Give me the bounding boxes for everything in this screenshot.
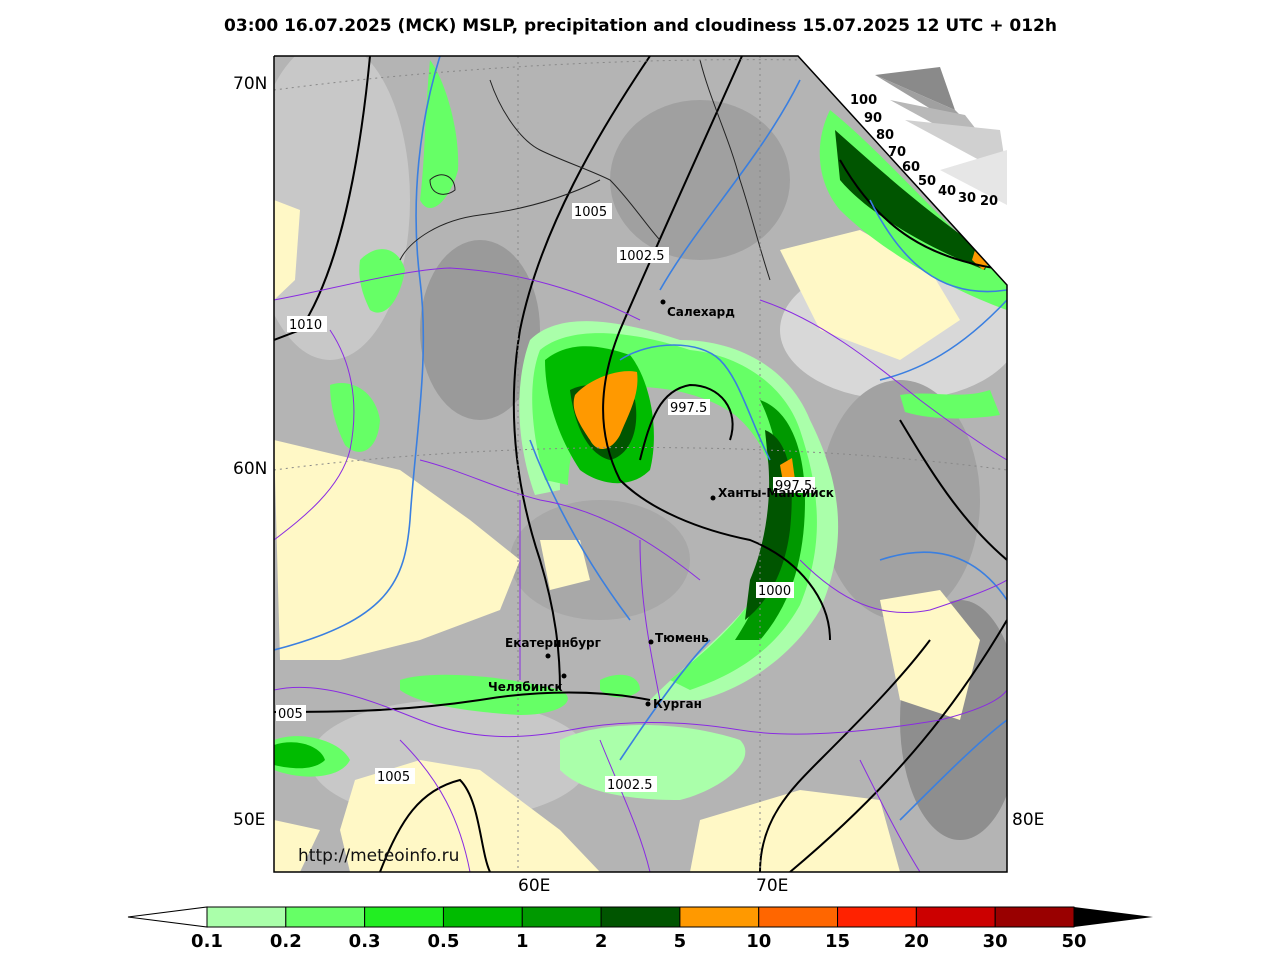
isobar-labels: 1005 1002.5 1010 997.5 997.5 1000 005 10… [276, 203, 815, 793]
lon-label-60e: 60E [518, 876, 551, 896]
graticule [274, 56, 1007, 872]
temperature-contours [274, 56, 1007, 821]
city-markers: Салехард Ханты-Мансийск Екатеринбург Тюм… [488, 299, 834, 711]
isobar-label: 1002.5 [607, 778, 653, 793]
isobar-label: 005 [278, 707, 303, 722]
isobar-label: 997.5 [775, 479, 812, 494]
colorbar-cell [679, 906, 760, 928]
city-dot [710, 495, 716, 501]
colorbar-cell [364, 906, 444, 928]
colorbar-label: 15 [825, 931, 851, 952]
cloud-scale-label: 50 [918, 174, 936, 189]
colorbar-label: 1 [516, 931, 529, 952]
cloud-scale [875, 67, 1007, 205]
cloud-scale-label: 30 [958, 191, 976, 206]
colorbar-cell [837, 906, 917, 928]
isobar-label: 997.5 [670, 401, 707, 416]
cloudiness-field [274, 56, 1007, 872]
city-dot [660, 299, 666, 305]
colorbar-label: 30 [982, 931, 1008, 952]
lon-label-70e: 70E [756, 876, 789, 896]
colorbar-cell [442, 906, 523, 928]
colorbar-label: 5 [673, 931, 687, 952]
map-frame [273, 55, 1008, 873]
city-dot [545, 653, 551, 659]
watermark: http://meteoinfo.ru [298, 846, 459, 866]
colorbar-label: 10 [746, 931, 772, 952]
colorbar-label: 0.3 [348, 931, 381, 952]
map-title: 03:00 16.07.2025 (МСК) MSLP, precipitati… [224, 16, 1057, 36]
isobar-label: 1010 [289, 318, 322, 333]
city-label: Екатеринбург [505, 636, 601, 650]
city-label: Тюмень [655, 631, 709, 645]
admin-borders [274, 267, 1007, 872]
cloud-scale-label: 80 [876, 128, 894, 143]
isobar-label: 1002.5 [619, 249, 665, 264]
corner-label-50e: 50E [233, 810, 266, 830]
isobar-label: 1005 [377, 770, 410, 785]
city-label: Курган [653, 697, 702, 711]
city-label: Ханты-Мансийск [718, 486, 834, 500]
colorbar-label: 20 [903, 931, 929, 952]
cloud-scale-label: 70 [888, 145, 906, 160]
colorbar-label: 0.1 [191, 931, 223, 952]
colorbar-label: 0.5 [427, 931, 460, 952]
colorbar-low-arrow [127, 906, 208, 928]
colorbar-label: 2 [594, 931, 608, 952]
colorbar-cell [521, 906, 602, 928]
city-dot [645, 701, 651, 707]
cloud-scale-label: 40 [938, 184, 956, 199]
lat-label-60n: 60N [233, 459, 268, 479]
city-dot [561, 673, 567, 679]
colorbar-label: 50 [1061, 931, 1087, 952]
precip-colorbar [127, 906, 1153, 928]
colorbar-cell [915, 906, 996, 928]
colorbar-cell [285, 906, 366, 928]
colorbar-label: 0.2 [269, 931, 302, 952]
colorbar-cell [600, 906, 681, 928]
cloud-scale-label: 20 [980, 194, 998, 209]
colorbar-cell [206, 906, 287, 928]
cloud-scale-labels: 100 90 80 70 60 50 40 30 20 [850, 93, 998, 209]
cloud-scale-label: 60 [902, 160, 920, 175]
colorbar-high-arrow [1074, 907, 1153, 927]
isobar-label: 1005 [574, 205, 607, 220]
colorbar-cell [758, 906, 839, 928]
city-label: Челябинск [488, 680, 563, 694]
corner-label-80e: 80E [1012, 810, 1045, 830]
city-label: Салехард [667, 305, 735, 319]
cloud-scale-label: 90 [864, 111, 882, 126]
city-dot [648, 639, 654, 645]
lat-label-70n: 70N [233, 74, 268, 94]
cloud-scale-label: 100 [850, 93, 877, 108]
isobars [274, 56, 1007, 872]
colorbar-cell [994, 906, 1075, 928]
isobar-label: 1000 [758, 584, 791, 599]
